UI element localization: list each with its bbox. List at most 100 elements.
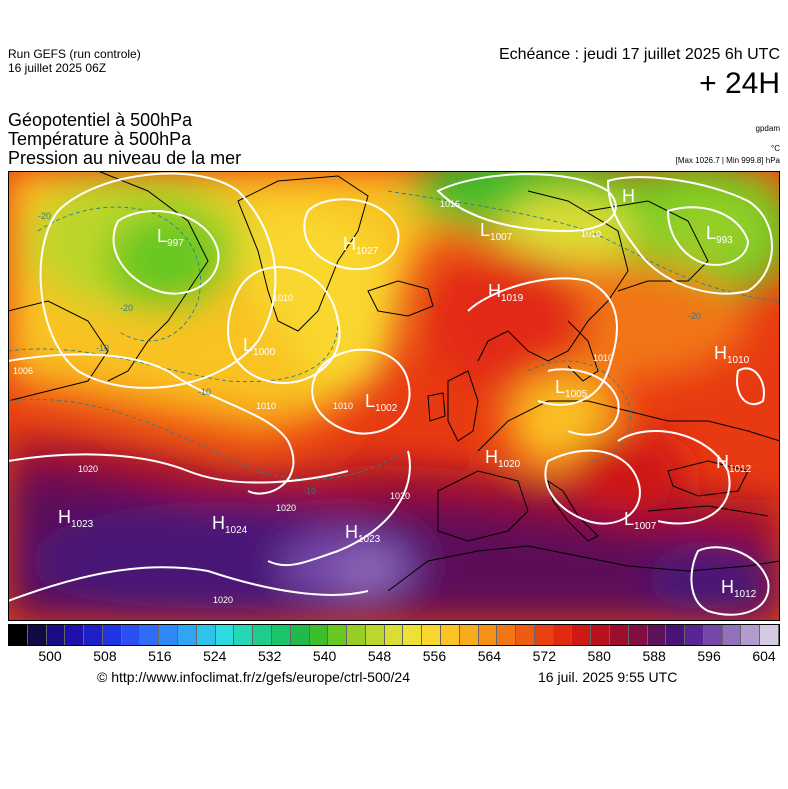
pressure-value: 1024 [225, 525, 248, 536]
isobars [8, 172, 773, 616]
color-scale-tick-label: 604 [752, 648, 776, 664]
forecast-offset: + 24H [699, 67, 780, 100]
pressure-value: 1020 [498, 459, 521, 470]
isobar-label: 1010 [256, 401, 276, 411]
color-scale-cell [121, 625, 141, 645]
color-scale-cell [347, 625, 366, 645]
color-scale-cell [703, 625, 723, 645]
run-date: 16 juillet 2025 06Z [8, 61, 107, 75]
pressure-value: 1007 [634, 521, 657, 532]
isotherms [8, 190, 780, 480]
pressure-letter: L [365, 391, 375, 411]
svg-text:L1007: L1007 [624, 509, 657, 532]
color-scale-cell [610, 625, 629, 645]
color-scale-tick-label: 540 [312, 648, 337, 664]
isobar-label: 1016 [440, 199, 460, 209]
color-scale-cell [365, 625, 385, 645]
svg-text:L997: L997 [157, 226, 184, 249]
pressure-letter: H [343, 234, 356, 254]
temp-label: -20 [688, 311, 701, 321]
temp-label: -20 [120, 303, 133, 313]
pressure-value: 1012 [729, 464, 752, 475]
pressure-letter: H [58, 507, 71, 527]
pressure-letter: L [157, 226, 167, 246]
color-scale-cell [140, 625, 160, 645]
color-scale-cell [234, 625, 254, 645]
color-scale-cell [628, 625, 648, 645]
isobar-label: 1020 [78, 464, 98, 474]
color-scale-tick-label: 516 [148, 648, 172, 664]
pressure-letter: L [706, 223, 716, 243]
isobar-label: 1010 [581, 229, 601, 239]
color-scale-cell [215, 625, 235, 645]
svg-text:H1012: H1012 [716, 452, 752, 475]
color-scale-tick-label: 572 [532, 648, 556, 664]
isobar-label: 1020 [276, 503, 296, 513]
color-scale-tick-label: 564 [477, 648, 502, 664]
svg-text:H1023: H1023 [58, 507, 94, 530]
pressure-value: 1010 [727, 355, 750, 366]
pressure-value: 1027 [356, 246, 379, 257]
color-scale-cell [403, 625, 423, 645]
temperature-labels: -20 -20 -20 -10 -10 -10 [38, 211, 701, 496]
svg-text:L993: L993 [706, 223, 733, 246]
isobar-label: 1020 [390, 491, 410, 501]
isobar-label: 1010 [333, 401, 353, 411]
color-scale-cell [309, 625, 329, 645]
svg-text:H1019: H1019 [488, 281, 524, 304]
color-scale-cell [497, 625, 517, 645]
svg-text:L1005: L1005 [555, 377, 588, 400]
pressure-letter: H [212, 513, 225, 533]
color-scale-cell [384, 625, 404, 645]
color-scale-cell [159, 625, 179, 645]
pressure-value: 1023 [358, 534, 381, 545]
echeance-label: Echéance : jeudi 17 juillet 2025 6h UTC [498, 46, 780, 63]
color-scale-ticks: 500 508 516 524 532 540 548 556 564 572 580 588 596 6… [8, 648, 780, 666]
color-scale-cell [290, 625, 310, 645]
pressure-centres: H1027 L1007 H1019 L1000 L1002 L993 H1010… [58, 186, 757, 600]
title-geopotential: Géopotentiel à 500hPa [8, 110, 193, 130]
color-scale-bar [8, 624, 780, 646]
isobar-value-labels: 1016 1006 1010 1010 1010 1020 1020 1020 … [13, 199, 613, 605]
unit-celsius: °C [771, 144, 780, 153]
geopotential-shading [8, 171, 780, 621]
color-scale-cell [84, 625, 103, 645]
title-pressure: Pression au niveau de la mer [8, 148, 242, 168]
color-scale-tick-label: 596 [697, 648, 721, 664]
pressure-letter: H [716, 452, 729, 472]
svg-text:H1020: H1020 [485, 447, 521, 470]
isobar-label: 1010 [273, 293, 293, 303]
color-scale-tick-label: 580 [587, 648, 611, 664]
pressure-value: 1002 [375, 403, 398, 414]
pressure-letter: H [345, 522, 358, 542]
run-label: Run GEFS (run controle) [8, 47, 141, 61]
pressure-value: 1007 [490, 232, 513, 243]
color-scale-cell [760, 625, 780, 645]
color-scale-cell [440, 625, 460, 645]
color-scale-cell [196, 625, 216, 645]
color-scale-tick-label: 500 [38, 648, 62, 664]
generation-date: 16 juil. 2025 9:55 UTC [538, 669, 678, 685]
color-scale-tick-label: 524 [203, 648, 227, 664]
pressure-letter: H [488, 281, 501, 301]
temp-label: -10 [198, 387, 211, 397]
color-scale-cell [27, 625, 47, 645]
color-scale-cell [666, 625, 686, 645]
source-url: © http://www.infoclimat.fr/z/gefs/europe… [97, 669, 411, 685]
svg-text:L1007: L1007 [480, 220, 513, 243]
color-scale-tick-label: 588 [642, 648, 666, 664]
pressure-value: 1019 [501, 293, 524, 304]
svg-text:H: H [622, 186, 635, 206]
color-scale-cell [534, 625, 554, 645]
svg-text:H1012: H1012 [721, 577, 757, 600]
color-scale-cell [722, 625, 742, 645]
weather-map[interactable]: 1016 1006 1010 1010 1010 1020 1020 1020 … [8, 171, 780, 621]
map-frame [8, 171, 780, 621]
unit-pressure-range: [Max 1026.7 | Min 999.8] hPa [675, 156, 780, 165]
color-scale-cell [516, 625, 535, 645]
color-scale-cell [102, 625, 122, 645]
color-scale-cell [741, 625, 761, 645]
svg-text:H1027: H1027 [343, 234, 379, 257]
pressure-letter: H [622, 186, 635, 206]
pressure-value: 1005 [565, 389, 588, 400]
